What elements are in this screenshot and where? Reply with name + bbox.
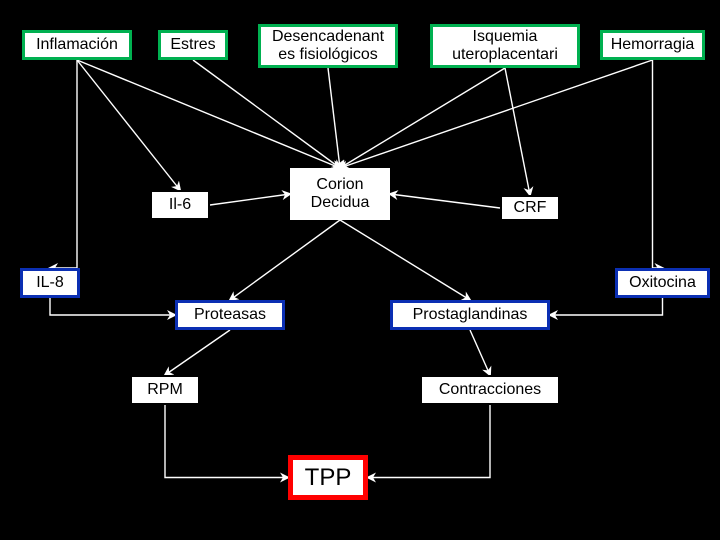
- node-corion: Corion Decidua: [290, 168, 390, 220]
- edge-hemorragia-to-corion: [340, 60, 653, 168]
- edge-contracciones-to-tpp: [368, 405, 490, 478]
- edge-il6-to-corion: [210, 194, 290, 205]
- edge-il8-to-proteasas: [50, 298, 175, 315]
- edge-corion-to-proteasas: [230, 220, 340, 300]
- node-inflamacion: Inflamación: [22, 30, 132, 60]
- node-desencadenantes: Desencadenant es fisiológicos: [258, 24, 398, 68]
- node-prostaglandinas: Prostaglandinas: [390, 300, 550, 330]
- node-contracciones: Contracciones: [420, 375, 560, 405]
- edge-inflamacion-to-il6: [77, 60, 180, 190]
- edge-inflamacion-to-il8: [50, 60, 77, 268]
- edge-corion-to-prostaglandinas: [340, 220, 470, 300]
- node-il6: Il-6: [150, 190, 210, 220]
- node-rpm: RPM: [130, 375, 200, 405]
- edge-proteasas-to-rpm: [165, 330, 230, 375]
- node-il8: IL-8: [20, 268, 80, 298]
- edge-rpm-to-tpp: [165, 405, 288, 478]
- node-crf: CRF: [500, 195, 560, 221]
- edge-oxitocina-to-prostaglandinas: [550, 298, 663, 315]
- edge-estres-to-corion: [193, 60, 340, 168]
- edge-inflamacion-to-corion: [77, 60, 340, 168]
- edge-crf-to-corion: [390, 194, 500, 208]
- edge-isquemia-to-crf: [505, 68, 530, 195]
- edge-prostaglandinas-to-contracciones: [470, 330, 490, 375]
- node-tpp: TPP: [288, 455, 368, 500]
- node-oxitocina: Oxitocina: [615, 268, 710, 298]
- node-proteasas: Proteasas: [175, 300, 285, 330]
- edge-isquemia-to-corion: [340, 68, 505, 168]
- node-hemorragia: Hemorragia: [600, 30, 705, 60]
- node-estres: Estres: [158, 30, 228, 60]
- edge-desencadenantes-to-corion: [328, 68, 340, 168]
- node-isquemia: Isquemia uteroplacentari: [430, 24, 580, 68]
- edge-hemorragia-to-oxitocina: [653, 60, 663, 268]
